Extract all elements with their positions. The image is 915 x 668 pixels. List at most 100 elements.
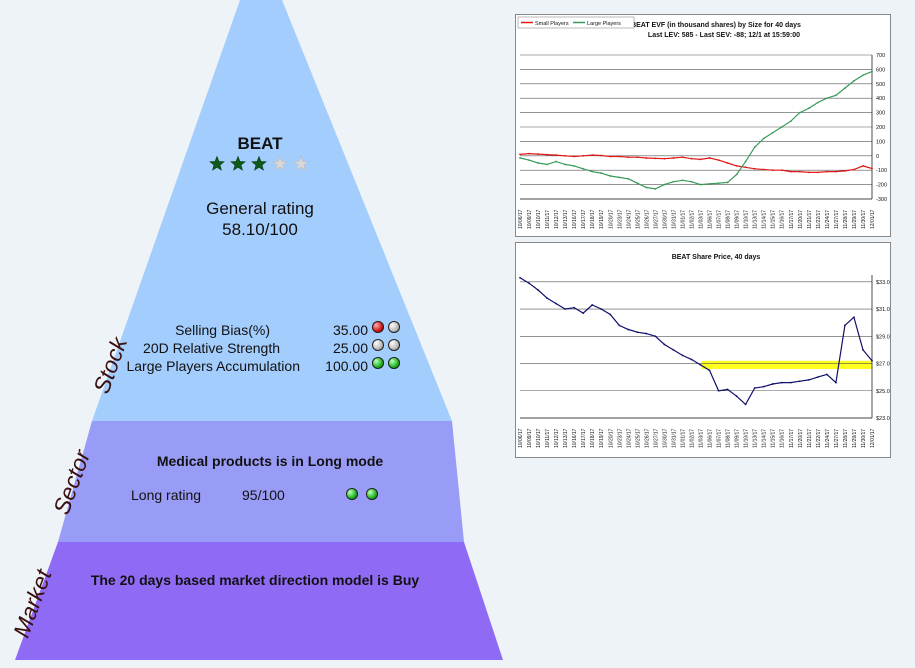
data-point [780,126,783,128]
x-tick-label: 11/10/17 [744,210,750,229]
stock-row-name: Large Players Accumulation [126,358,300,374]
data-point [663,183,666,186]
x-tick-label: 11/13/17 [753,210,759,229]
series-line [519,152,873,173]
data-point [618,324,621,327]
y-tick-label: 200 [876,125,885,131]
x-tick-label: 11/14/17 [762,210,768,229]
data-point [555,302,558,305]
y-tick-label: 600 [876,67,885,73]
x-tick-label: 10/13/17 [563,209,569,229]
data-point [780,381,783,384]
data-point [537,153,539,155]
x-tick-label: 11/21/17 [807,210,813,229]
data-point [717,159,720,162]
data-point [519,276,521,279]
data-point [618,176,621,179]
data-point [798,170,801,173]
data-point [681,179,684,182]
sector-indicators [342,485,379,503]
data-point [735,395,738,398]
data-point [825,170,828,173]
data-point [537,162,539,164]
x-tick-label: 10/26/17 [644,209,650,229]
data-point [708,157,711,159]
data-point [771,169,774,172]
x-tick-label: 11/22/17 [816,429,822,448]
stock-metrics: Selling Bias(%) 35.00 20D Relative Stren… [110,321,400,375]
data-point [735,173,738,176]
stock-row: Selling Bias(%) 35.00 [110,321,400,339]
data-point [762,385,765,388]
chart-title: BEAT Share Price, 40 days [672,254,761,261]
data-point [834,381,837,384]
data-point [645,186,648,189]
x-tick-label: 10/31/17 [671,209,677,229]
data-point [564,308,567,310]
data-point [528,152,530,155]
data-point [636,331,639,334]
data-point [663,157,666,160]
x-tick-label: 10/30/17 [662,209,668,229]
x-tick-label: 11/27/17 [834,210,840,229]
x-tick-label: 10/19/17 [599,209,605,229]
y-tick-label: $31.0 [876,307,890,313]
x-tick-label: 11/30/17 [861,429,867,448]
x-tick-label: 11/29/17 [852,210,858,229]
data-point [555,160,558,163]
x-tick-label: 11/08/17 [726,210,732,229]
general-rating-value: 58.10/100 [222,220,298,239]
data-point [780,169,783,172]
data-point [537,289,539,291]
data-point [654,157,657,160]
data-point [546,153,548,156]
x-tick-label: 11/16/17 [780,210,786,229]
indicator-grey-ball [388,321,400,333]
data-point [636,182,639,185]
x-tick-label: 11/29/17 [852,429,858,448]
x-tick-label: 10/25/17 [635,209,641,229]
x-tick-label: 11/28/17 [843,429,849,448]
data-point [564,154,567,157]
data-point [618,155,621,158]
x-tick-label: 11/20/17 [798,429,804,448]
x-tick-label: 10/27/17 [653,428,659,448]
indicator-grey-ball [388,339,400,351]
data-point [834,170,837,173]
x-tick-label: 11/28/17 [843,210,849,229]
data-point [591,154,594,156]
x-tick-label: 11/20/17 [798,210,804,229]
indicator-green-ball [366,487,379,500]
x-tick-label: 10/26/17 [644,428,650,448]
y-tick-label: 300 [876,111,885,117]
data-point [816,101,819,104]
x-tick-label: 10/16/17 [572,209,578,229]
data-point [636,156,639,159]
data-point [591,170,594,173]
x-tick-label: 11/09/17 [735,429,741,448]
x-tick-label: 10/24/17 [626,209,632,229]
y-tick-label: -200 [876,183,887,189]
x-tick-label: 11/16/17 [780,429,786,448]
y-tick-label: 0 [876,154,879,160]
x-tick-label: 11/09/17 [735,210,741,229]
data-point [627,328,630,331]
x-tick-label: 11/24/17 [825,210,831,229]
x-tick-label: 11/06/17 [708,210,714,229]
data-point [582,167,585,170]
x-tick-label: 11/03/17 [699,429,705,448]
stock-row-value: 35.00 [332,322,368,338]
data-point [726,388,729,391]
data-point [871,167,873,170]
data-point [735,164,738,167]
data-point [690,157,693,160]
data-point [816,171,819,174]
star-empty-icon [293,155,309,171]
x-tick-label: 11/13/17 [753,429,759,448]
data-point [690,180,693,183]
evf-chart: BEAT EVF (in thousand shares) by Size fo… [515,14,891,237]
data-point [771,383,774,385]
chart-title: BEAT EVF (in thousand shares) by Size fo… [631,22,801,29]
stock-row-name: Selling Bias(%) [175,322,270,338]
sector-rating-value: 95/100 [242,487,285,503]
